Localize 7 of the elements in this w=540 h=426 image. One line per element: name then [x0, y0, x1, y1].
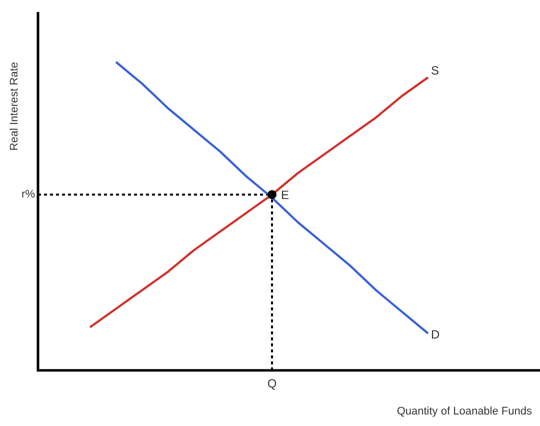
- ref-line-label: r%: [22, 188, 36, 201]
- text: Q: [267, 376, 277, 391]
- series-label: D: [431, 328, 440, 342]
- annotation: E: [281, 188, 290, 202]
- series-label: S: [431, 64, 440, 78]
- x-axis-title: Quantity of Loanable Funds: [396, 405, 532, 418]
- y-axis-title: Real Interest Rate: [8, 62, 21, 151]
